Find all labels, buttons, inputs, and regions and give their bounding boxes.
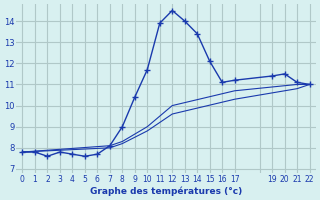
X-axis label: Graphe des températures (°c): Graphe des températures (°c) [90,186,242,196]
